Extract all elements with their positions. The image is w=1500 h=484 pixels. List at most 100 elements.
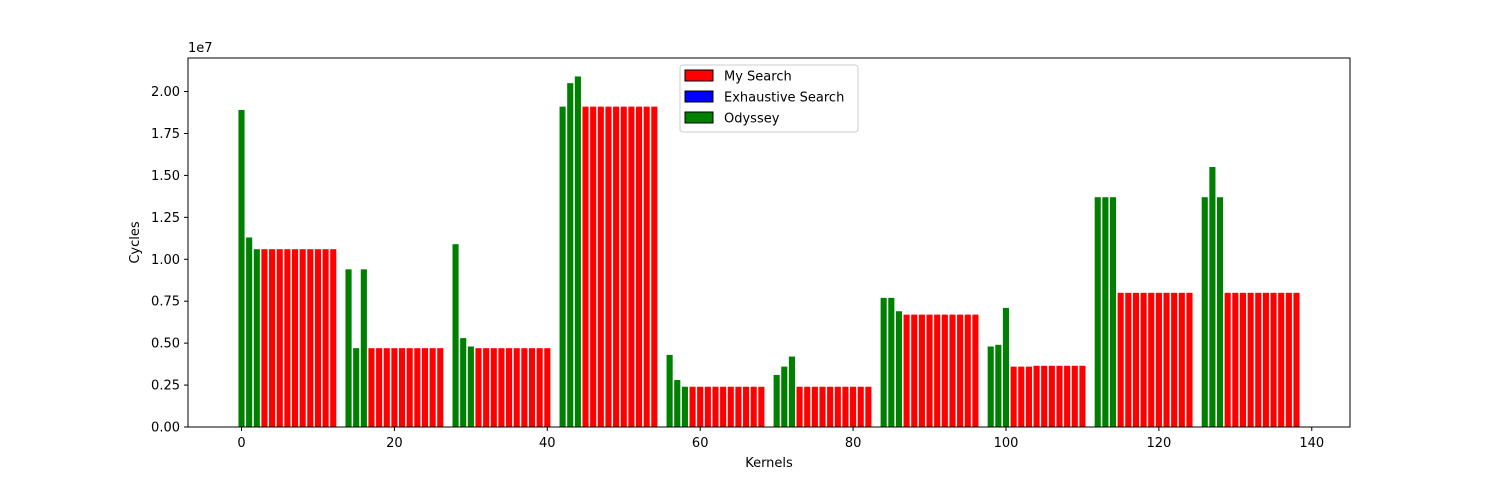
bar-odyssey-127	[1209, 167, 1216, 428]
bar-my-search-94	[957, 314, 964, 427]
bar-odyssey-58	[681, 386, 688, 427]
y-tick-label: 1.00	[151, 253, 180, 268]
bar-my-search-124	[1186, 292, 1193, 427]
bar-my-search-18	[376, 348, 383, 427]
bar-my-search-36	[513, 348, 520, 427]
bar-odyssey-112	[1094, 197, 1101, 427]
y-tick-label: 0.75	[151, 295, 180, 310]
bar-my-search-91	[934, 314, 941, 427]
y-tick-label: 1.25	[151, 211, 180, 226]
bar-my-search-130	[1232, 292, 1239, 427]
bar-odyssey-70	[773, 375, 780, 427]
bar-my-search-60	[697, 386, 704, 427]
bar-my-search-5	[276, 249, 283, 427]
bar-my-search-17	[368, 348, 375, 427]
bar-my-search-87	[903, 314, 910, 427]
bar-my-search-106	[1048, 365, 1055, 427]
legend-label-odyssey: Odyssey	[724, 112, 780, 127]
legend-swatch-exhaustive-search	[684, 90, 714, 103]
bar-my-search-6	[284, 249, 291, 427]
x-tick-label: 40	[539, 436, 556, 451]
bar-my-search-22	[406, 348, 413, 427]
bar-odyssey-114	[1109, 197, 1117, 427]
bar-my-search-3	[261, 249, 268, 427]
bar-my-search-51	[628, 106, 635, 428]
bar-my-search-66	[743, 386, 750, 427]
bar-my-search-59	[689, 386, 696, 427]
bar-my-search-75	[811, 386, 818, 427]
bar-my-search-80	[850, 386, 857, 427]
bar-my-search-26	[437, 348, 444, 427]
bar-my-search-138	[1293, 292, 1300, 427]
bar-my-search-108	[1064, 365, 1071, 427]
bar-my-search-50	[620, 106, 627, 428]
bar-my-search-73	[796, 386, 803, 427]
bar-odyssey-16	[360, 269, 367, 427]
bar-my-search-34	[498, 348, 505, 427]
bar-my-search-4	[269, 249, 276, 427]
bar-my-search-37	[521, 348, 528, 427]
legend-box	[679, 64, 859, 133]
bar-odyssey-98	[987, 346, 994, 427]
bar-odyssey-14	[345, 269, 352, 427]
bar-my-search-12	[330, 249, 337, 427]
bar-my-search-54	[651, 106, 658, 428]
bar-odyssey-126	[1201, 197, 1208, 427]
bar-my-search-49	[613, 106, 620, 428]
bar-my-search-90	[926, 314, 933, 427]
bar-odyssey-42	[559, 106, 566, 428]
y-tick-label: 0.50	[151, 337, 180, 352]
bar-my-search-93	[949, 314, 956, 427]
bar-my-search-77	[827, 386, 834, 427]
bar-my-search-89	[918, 314, 925, 427]
y-tick-label: 0.00	[151, 421, 180, 436]
bar-my-search-31	[475, 348, 482, 427]
legend-swatch-odyssey	[684, 111, 714, 124]
y-axis: 0.00 0.25 0.50 0.75 1.00 1.25 1.50 1.75 2.00	[151, 85, 188, 436]
bar-my-search-45	[582, 106, 589, 428]
y-scale-label: 1e7	[188, 41, 213, 56]
x-tick-label: 100	[994, 436, 1019, 451]
y-tick-label: 1.75	[151, 127, 180, 142]
bar-odyssey-29	[460, 338, 467, 427]
bar-my-search-88	[911, 314, 918, 427]
bar-odyssey-72	[788, 356, 795, 427]
bar-my-search-119	[1148, 292, 1155, 427]
bar-my-search-63	[720, 386, 727, 427]
y-tick-label: 0.25	[151, 379, 180, 394]
bar-odyssey-99	[995, 344, 1002, 427]
bar-odyssey-84	[880, 297, 887, 427]
bar-my-search-110	[1079, 365, 1086, 427]
bar-my-search-23	[414, 348, 421, 427]
bar-odyssey-1	[246, 237, 253, 427]
bar-my-search-47	[597, 106, 604, 428]
bar-my-search-19	[383, 348, 390, 427]
bar-my-search-121	[1163, 292, 1170, 427]
x-tick-label: 140	[1299, 436, 1324, 451]
bar-my-search-81	[857, 386, 864, 427]
bar-my-search-131	[1239, 292, 1247, 427]
x-tick-label: 120	[1146, 436, 1171, 451]
bar-my-search-40	[544, 348, 551, 427]
bar-odyssey-30	[467, 346, 474, 427]
bar-my-search-74	[804, 386, 811, 427]
x-tick-label: 60	[692, 436, 709, 451]
bar-my-search-123	[1178, 292, 1185, 427]
bar-my-search-122	[1171, 292, 1178, 427]
bar-my-search-120	[1155, 292, 1162, 427]
bar-my-search-92	[941, 314, 948, 427]
x-axis: 0 20 40 60 80 100 120 140	[237, 427, 1324, 451]
bar-odyssey-44	[574, 76, 581, 427]
bar-my-search-9	[307, 249, 314, 427]
bar-my-search-132	[1247, 292, 1254, 427]
bar-my-search-79	[842, 386, 849, 427]
bar-odyssey-71	[781, 366, 788, 427]
bar-my-search-52	[635, 106, 643, 428]
bar-my-search-134	[1262, 292, 1269, 427]
bar-my-search-8	[299, 249, 306, 427]
bar-my-search-33	[490, 348, 497, 427]
bar-my-search-104	[1033, 365, 1040, 427]
bar-my-search-107	[1056, 365, 1063, 427]
